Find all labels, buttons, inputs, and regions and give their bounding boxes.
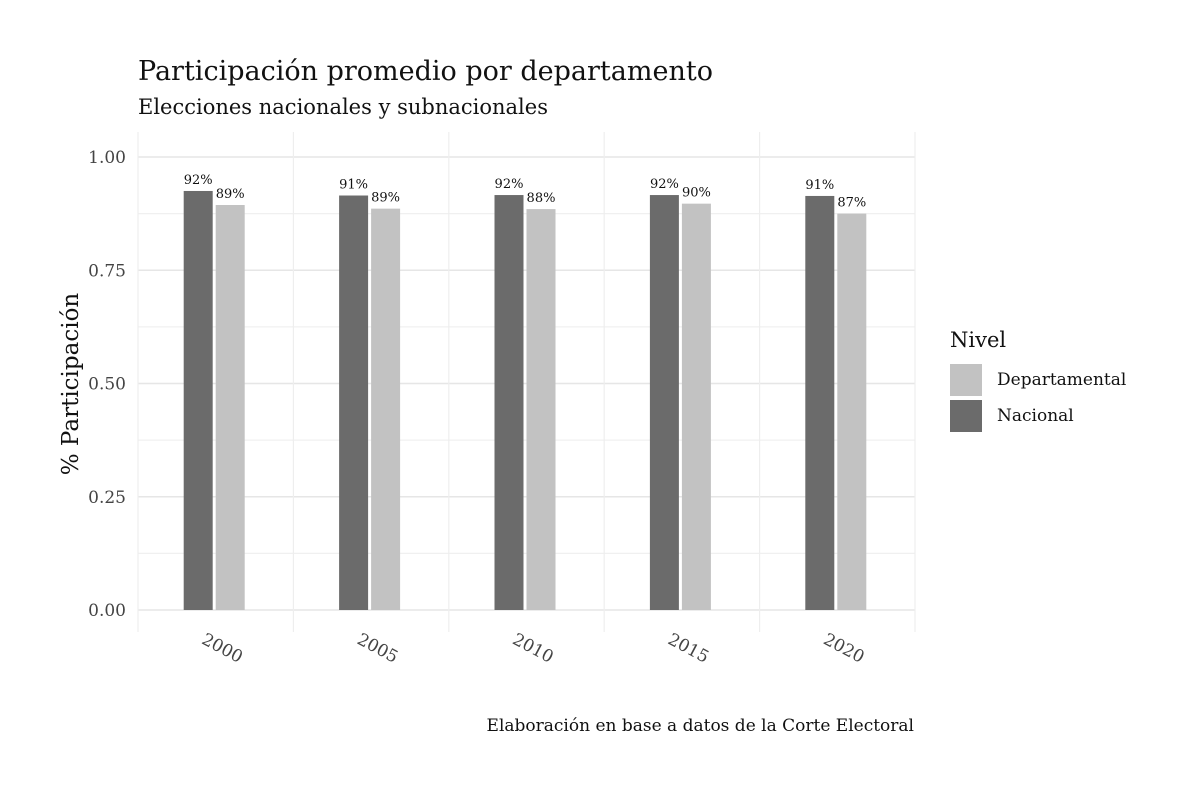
x-tick-label-2000: 2000 [198,630,246,668]
y-tick-label-1.00: 1.00 [88,148,126,168]
y-axis-label: % Participación [58,293,84,476]
x-tick-label-2015: 2015 [664,630,712,668]
legend-swatch-departamental [950,364,982,396]
x-axis-ticks: 2000 2005 2010 2015 2020 [198,630,867,668]
legend-swatch-nacional [950,400,982,432]
data-label-nacional-2015: 92% [650,177,679,192]
legend-label-nacional: Nacional [997,406,1074,426]
bar-departamental-2005 [371,208,401,610]
bar-nacional-2015 [649,195,679,610]
bars [183,190,867,610]
x-tick-label-2010: 2010 [509,630,557,668]
legend-label-departamental: Departamental [997,370,1127,390]
data-label-nacional-2020: 91% [805,178,834,193]
chart-caption: Elaboración en base a datos de la Corte … [486,716,914,736]
x-tick-label-2020: 2020 [820,630,868,668]
y-tick-label-0.75: 0.75 [88,261,126,281]
data-label-nacional-2005: 91% [339,178,368,193]
chart-subtitle: Elecciones nacionales y subnacionales [138,95,548,119]
data-label-departamental-2015: 90% [682,186,711,201]
data-label-departamental-2020: 87% [837,196,866,211]
data-label-nacional-2000: 92% [184,173,213,188]
bar-departamental-2010 [526,209,556,610]
data-label-departamental-2000: 89% [216,187,245,202]
y-tick-label-0.00: 0.00 [88,601,126,621]
data-label-departamental-2010: 88% [527,191,556,206]
bar-nacional-2005 [339,195,369,610]
bar-departamental-2020 [837,213,867,610]
legend-item-nacional: Nacional [950,398,1126,434]
bar-nacional-2000 [183,190,213,610]
bar-departamental-2015 [681,203,711,610]
bar-departamental-2000 [215,205,245,610]
legend-title: Nivel [950,328,1007,352]
y-axis-ticks: 0.00 0.25 0.50 0.75 1.00 [88,148,126,621]
x-tick-label-2005: 2005 [354,630,402,668]
bar-nacional-2010 [494,195,524,610]
data-label-nacional-2010: 92% [495,177,524,192]
legend: Nivel Departamental Nacional [950,328,1126,434]
y-tick-label-0.50: 0.50 [88,375,126,395]
bar-nacional-2020 [805,195,835,610]
y-tick-label-0.25: 0.25 [88,488,126,508]
chart-title: Participación promedio por departamento [138,56,713,87]
legend-item-departamental: Departamental [950,362,1126,398]
data-labels: 92%89%91%89%92%88%92%90%91%87% [184,173,867,211]
data-label-departamental-2005: 89% [371,191,400,206]
